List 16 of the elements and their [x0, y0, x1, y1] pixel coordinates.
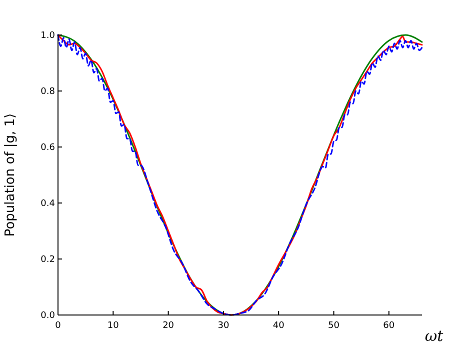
y-tick-label: 0.6: [40, 143, 56, 153]
x-tick-label: 40: [272, 321, 285, 331]
y-axis-title: Population of |g, 1⟩: [3, 113, 18, 237]
y-tick-label: 1.0: [40, 31, 56, 41]
y-tick-label: 0.2: [40, 255, 55, 265]
x-tick-label: 30: [218, 321, 230, 331]
line-series: [57, 34, 423, 316]
x-axis-title: ωt: [424, 327, 444, 345]
x-tick-label: 60: [383, 321, 395, 331]
y-tick-label: 0.8: [40, 87, 56, 97]
x-tick-label: 50: [328, 321, 340, 331]
y-tick-label: 0.4: [40, 199, 56, 209]
x-tick-label: 20: [162, 321, 174, 331]
x-tick-label: 10: [107, 321, 120, 331]
x-tick-label: 0: [55, 321, 62, 331]
y-tick-label: 0.0: [40, 311, 56, 321]
